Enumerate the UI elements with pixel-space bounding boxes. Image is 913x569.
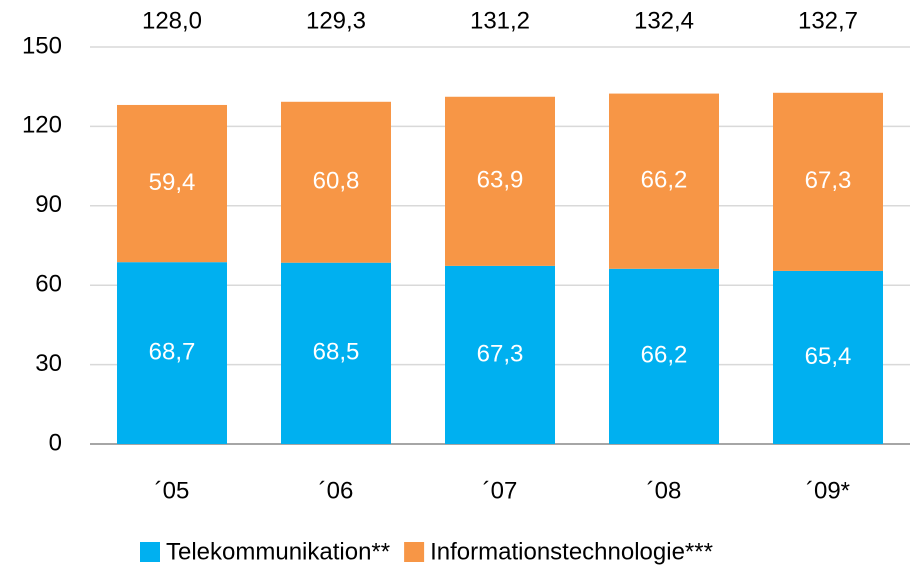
data-label: 67,3 [805,167,852,194]
legend-label: Informationstechnologie*** [430,538,713,565]
legend-swatch [140,542,160,562]
total-label: 131,2 [470,7,530,34]
x-tick-label: ´09* [806,477,850,504]
y-tick-label: 90 [35,191,62,218]
data-label: 63,9 [477,167,524,194]
y-tick-label: 60 [35,271,62,298]
bar-segment [117,104,227,263]
bar-segment [445,96,555,266]
data-label: 60,8 [313,168,360,195]
bar-segment [773,92,883,271]
x-tick-label: ´05 [155,477,190,504]
x-tick-label: ´06 [319,477,354,504]
x-tick-label: ´07 [483,477,518,504]
total-label: 128,0 [142,7,202,34]
y-tick-label: 150 [22,32,62,59]
bar-segment [445,265,555,444]
y-tick-label: 30 [35,350,62,377]
legend-swatch [404,542,425,562]
bar-segment [281,262,391,444]
data-label: 65,4 [805,343,852,370]
legend-label: Telekommunikation** [166,538,390,565]
total-label: 132,4 [634,7,694,34]
data-label: 67,3 [477,340,524,367]
bar-segment [281,101,391,263]
y-tick-label: 0 [49,429,62,456]
data-label: 68,5 [313,339,360,366]
total-label: 132,7 [798,7,858,34]
total-label: 129,3 [306,7,366,34]
bar-segment [609,268,719,444]
y-tick-label: 120 [22,112,62,139]
bar-segment [609,93,719,269]
data-label: 68,7 [149,338,196,365]
data-label: 66,2 [641,167,688,194]
data-label: 59,4 [149,169,196,196]
bar-segment [117,262,227,444]
data-label: 66,2 [641,342,688,369]
bar-segment [773,270,883,444]
x-tick-label: ´08 [647,477,682,504]
